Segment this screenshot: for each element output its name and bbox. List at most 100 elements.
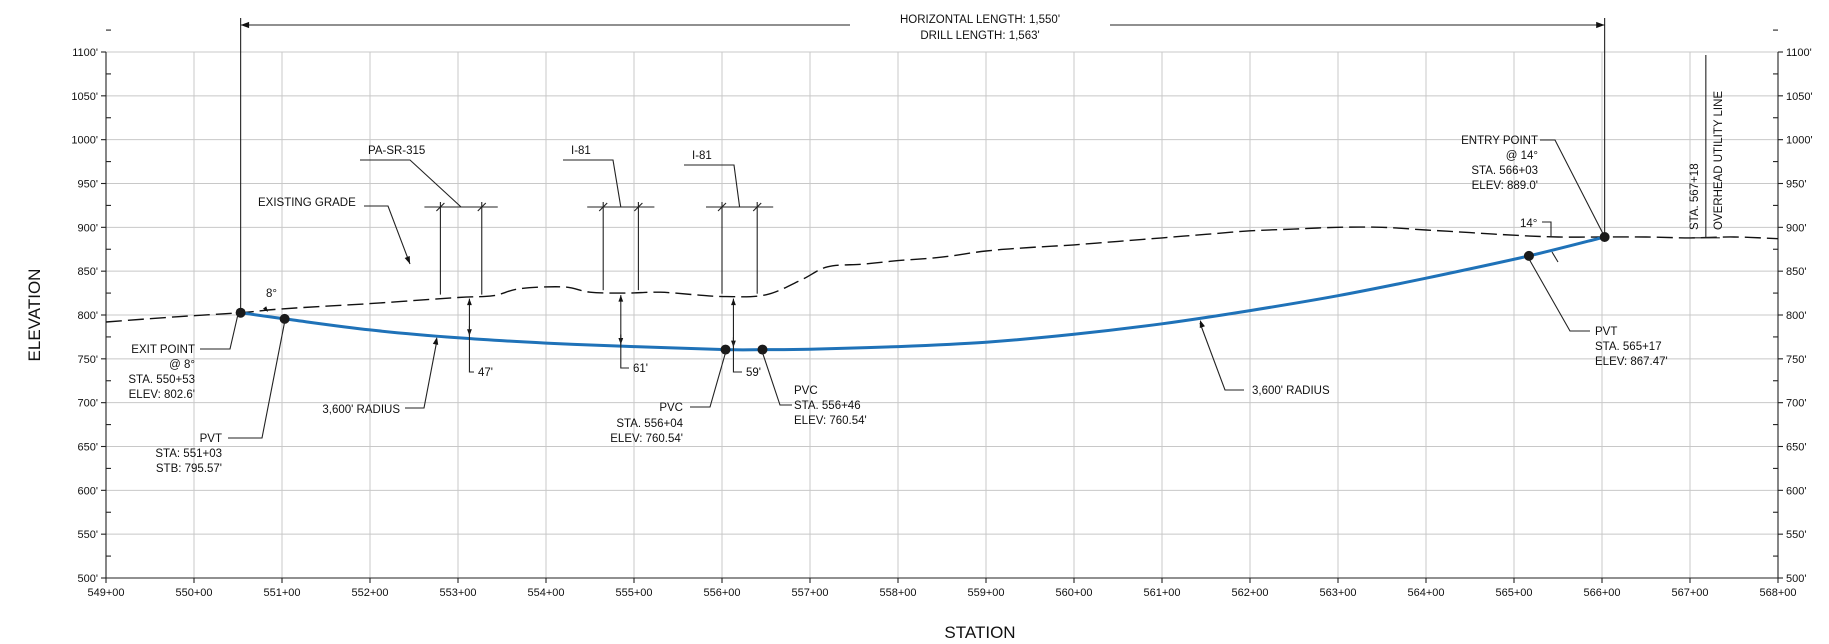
x-tick-label: 559+00 [967, 587, 1004, 599]
pvc-right-station: STA. 556+46 [794, 400, 861, 412]
y-tick-label-right: 900' [1786, 222, 1806, 234]
pvt-right-marker [1523, 250, 1534, 261]
overhead-utility-station: STA. 567+18 [1689, 163, 1701, 230]
y-tick-label-left: 700' [78, 398, 98, 410]
y-tick-label-right: 950' [1786, 179, 1806, 191]
existing-grade-leader [364, 205, 411, 265]
entry-point-title: ENTRY POINT [1461, 135, 1538, 147]
x-tick-label: 550+00 [175, 587, 212, 599]
y-tick-label-right: 550' [1786, 529, 1806, 541]
pvt-left-title: PVT [200, 433, 222, 445]
dimension-arrow-right [1596, 21, 1605, 29]
clearance-arrow-top [467, 298, 472, 306]
y-tick-label-right: 750' [1786, 354, 1806, 366]
crossing-leader [563, 159, 622, 208]
exit-point-station: STA. 550+53 [128, 374, 195, 386]
bore-path-line [240, 235, 1605, 352]
pvt-left-marker [279, 313, 290, 324]
existing-grade-arrow [404, 256, 410, 264]
crossing-label: I-81 [692, 150, 712, 162]
exit-point-marker [235, 307, 246, 318]
clearance-arrow-top [618, 295, 624, 302]
pvc-left-marker [720, 344, 731, 355]
x-tick-label: 554+00 [527, 587, 564, 599]
crossing-tick [598, 202, 608, 212]
existing-grade [105, 226, 1779, 323]
clearance-leader [468, 325, 474, 373]
pvt-right-elevation: ELEV: 867.47' [1595, 356, 1668, 368]
horizontal-length-label: HORIZONTAL LENGTH: 1,550' [900, 14, 1060, 26]
pvc-left-leader [690, 352, 727, 408]
x-tick-label: 558+00 [879, 587, 916, 599]
crossing-leader [360, 159, 462, 208]
x-tick-label: 555+00 [615, 587, 652, 599]
axes: 549+00 550+00 551+00 552+00 553+00 554+00 555+… [25, 29, 1813, 642]
y-tick-label-left: 600' [78, 485, 98, 497]
pvc-right-marker [757, 344, 768, 355]
exit-angle-label: 8° [266, 288, 277, 300]
overhead-utility-label: OVERHEAD UTILITY LINE [1713, 91, 1725, 230]
drill-length-label: DRILL LENGTH: 1,563' [920, 30, 1039, 42]
clearance-leader [620, 334, 629, 369]
y-tick-label-right: 1000' [1786, 135, 1813, 147]
exit-point-angle: @ 8° [169, 359, 195, 371]
clearance-label: 61' [633, 363, 648, 375]
crossing-tick [436, 202, 445, 212]
x-tick-label: 560+00 [1055, 587, 1092, 599]
x-axis-title: STATION [944, 623, 1015, 642]
pvt-left-elevation: STB: 795.57' [156, 463, 222, 475]
x-tick-label: 567+00 [1671, 587, 1708, 599]
x-tick-label: 561+00 [1143, 587, 1180, 599]
entry-point-station: STA. 566+03 [1471, 165, 1538, 177]
y-tick-label-left: 850' [78, 266, 98, 278]
y-tick-label-right: 1050' [1786, 91, 1813, 103]
y-tick-label-right: 800' [1786, 310, 1806, 322]
y-tick-label-left: 500' [78, 573, 98, 585]
pvt-left-station: STA: 551+03 [155, 448, 222, 460]
entry-point-angle: @ 14° [1506, 150, 1538, 162]
pvt-right-title: PVT [1595, 326, 1617, 338]
crossing-leader [684, 164, 741, 208]
entry-angle-tick [1551, 251, 1559, 263]
y-tick-label-left: 1100' [72, 47, 98, 59]
y-tick-label-left: 1050' [71, 91, 98, 103]
y-tick-label-right: 1100' [1786, 47, 1812, 59]
y-tick-label-right: 850' [1786, 266, 1806, 278]
pvt-right-leader [1528, 258, 1590, 332]
pvc-right-leader [761, 352, 792, 406]
y-tick-label-left: 650' [78, 442, 98, 454]
entry-point-marker [1599, 231, 1610, 242]
radius-left-arrow [432, 337, 439, 345]
crossing-tick [752, 202, 762, 212]
x-tick-label: 553+00 [439, 587, 476, 599]
x-tick-label: 568+00 [1759, 587, 1796, 599]
clearance-leader [732, 337, 742, 373]
pvc-right-elevation: ELEV: 760.54' [794, 415, 867, 427]
entry-point-elevation: ELEV: 889.0' [1472, 180, 1538, 192]
y-tick-label-right: 500' [1786, 573, 1806, 585]
y-tick-label-left: 950' [78, 179, 98, 191]
y-tick-label-right: 700' [1786, 398, 1806, 410]
clearance-arrow-top [731, 298, 736, 306]
pvc-left-title: PVC [659, 402, 683, 414]
exit-angle-arrow [262, 306, 268, 312]
x-tick-label: 552+00 [351, 587, 388, 599]
clearance-label: 47' [478, 367, 493, 379]
crossing-label: I-81 [571, 145, 591, 157]
existing-grade-label: EXISTING GRADE [258, 197, 356, 209]
dimension-arrow-left [240, 21, 250, 29]
x-tick-label: 565+00 [1495, 587, 1532, 599]
pvt-left-leader [228, 321, 286, 439]
x-tick-label: 549+00 [87, 587, 124, 599]
radius-right-label: 3,600' RADIUS [1252, 385, 1330, 397]
y-tick-label-right: 650' [1786, 442, 1806, 454]
entry-angle-label: 14° [1520, 218, 1537, 230]
x-tick-label: 557+00 [791, 587, 828, 599]
x-tick-label: 556+00 [703, 587, 740, 599]
x-tick-label: 563+00 [1319, 587, 1356, 599]
crossing-tick [634, 202, 643, 212]
y-tick-label-left: 800' [78, 310, 98, 322]
pvc-left-elevation: ELEV: 760.54' [610, 433, 683, 445]
x-tick-label: 564+00 [1407, 587, 1444, 599]
exit-point-elevation: ELEV: 802.6' [129, 389, 195, 401]
